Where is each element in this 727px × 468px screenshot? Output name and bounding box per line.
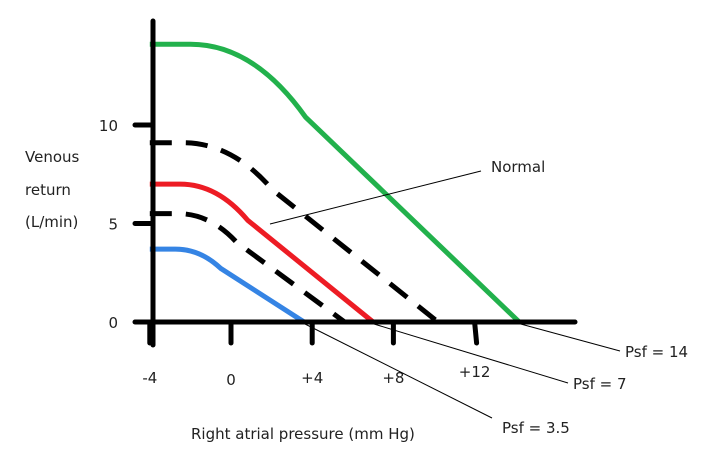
y-tick-label: 0 — [108, 314, 118, 332]
x-ticks: -4 0 +4 +8 +12 — [142, 319, 491, 389]
curve-2 — [149, 140, 440, 324]
x-tick-label: +8 — [382, 369, 404, 387]
y-axis-label-line3: (L/min) — [25, 213, 78, 231]
x-tick-label: -4 — [142, 369, 157, 387]
x-axis-label: Right atrial pressure (mm Hg) — [191, 425, 415, 443]
y-tick-label: 5 — [108, 216, 118, 234]
curve-3 — [149, 181, 375, 324]
annotation-normal: Normal — [491, 158, 545, 176]
curve-4 — [149, 211, 347, 325]
leader-normal — [269, 170, 482, 225]
y-axis-label-line2: return — [25, 181, 71, 199]
y-ticks: 0 5 10 — [99, 117, 156, 332]
annotation-psf-3-5: Psf = 3.5 — [502, 419, 570, 437]
annotation-psf-14: Psf = 14 — [625, 343, 688, 361]
y-axis-label-line1: Venous — [25, 148, 80, 166]
leader-lines — [269, 170, 621, 419]
leader-psf-7 — [373, 323, 569, 384]
x-tick-label: +4 — [301, 369, 323, 387]
annotation-psf-7: Psf = 7 — [573, 375, 627, 393]
curve-5 — [149, 246, 306, 325]
x-tick-mark — [472, 319, 480, 346]
leader-psf-3-5 — [304, 323, 493, 419]
leader-psf-14 — [516, 322, 621, 352]
curves-group — [149, 41, 521, 325]
x-tick-label: 0 — [226, 371, 236, 389]
curve-1 — [149, 41, 521, 324]
x-tick-label: +12 — [459, 363, 491, 381]
y-tick-label: 10 — [99, 117, 118, 135]
